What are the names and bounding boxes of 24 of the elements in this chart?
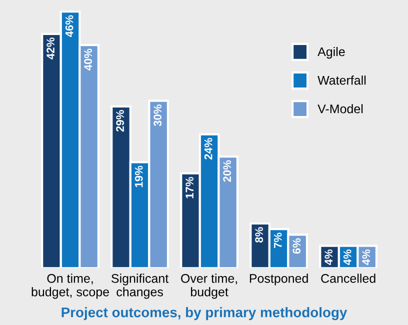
x-tick-label: Significant changes: [112, 274, 169, 299]
data-label: 30%: [154, 104, 162, 126]
data-label: 8%: [255, 227, 264, 243]
x-tick-label: Over time, budget: [181, 274, 237, 299]
data-label: 42%: [46, 38, 54, 60]
data-label: 20%: [223, 160, 232, 182]
data-label: 29%: [116, 110, 124, 132]
legend-label: Agile: [318, 46, 345, 59]
text: Project outcomes, by primary methodology: [62, 307, 348, 320]
legend-label: Waterfall: [318, 76, 366, 85]
data-label: 4%: [324, 249, 333, 266]
data-label: 7%: [274, 232, 282, 248]
x-tick-label: Cancelled: [321, 274, 376, 283]
x-tick-label: On time, budget, scope: [32, 274, 109, 299]
x-tick-label: Postponed: [250, 274, 308, 286]
data-label: 17%: [186, 176, 194, 198]
data-label: 19%: [134, 166, 143, 188]
legend-label: V-Model: [318, 104, 363, 114]
data-label: 40%: [84, 48, 92, 70]
data-label: 24%: [204, 138, 212, 160]
data-label: 46%: [65, 15, 74, 38]
data-label: 4%: [343, 249, 352, 266]
data-label: 6%: [292, 238, 301, 254]
data-label: 4%: [362, 249, 370, 266]
